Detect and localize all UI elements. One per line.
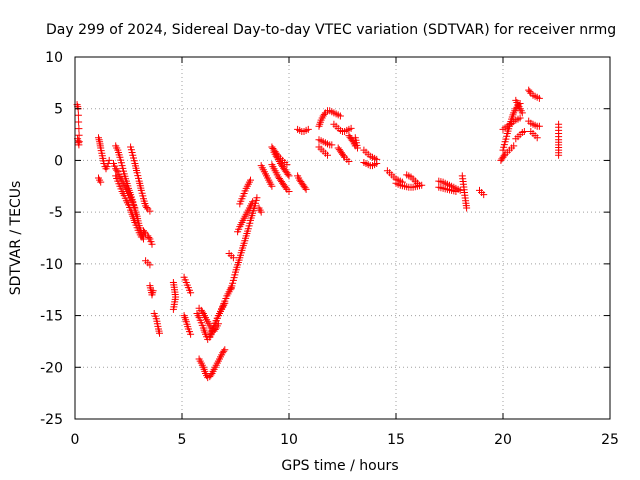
data-point bbox=[137, 233, 145, 241]
data-point bbox=[456, 186, 464, 194]
x-tick-label: 20 bbox=[494, 432, 512, 448]
data-point bbox=[273, 154, 281, 162]
data-point bbox=[198, 308, 206, 316]
data-point bbox=[284, 170, 292, 178]
data-point bbox=[75, 118, 83, 126]
y-tick-label: -20 bbox=[40, 360, 63, 376]
data-point bbox=[340, 152, 348, 160]
data-point bbox=[516, 114, 524, 122]
data-point bbox=[220, 347, 228, 355]
data-point bbox=[520, 128, 528, 135]
data-point bbox=[336, 112, 344, 120]
data-point bbox=[373, 160, 381, 167]
y-tick-label: -25 bbox=[40, 412, 63, 428]
data-point bbox=[500, 152, 508, 160]
data-point bbox=[247, 176, 254, 184]
y-tick-label: -15 bbox=[40, 309, 63, 325]
data-point bbox=[285, 188, 293, 195]
data-point bbox=[257, 208, 265, 216]
data-point bbox=[229, 254, 237, 262]
data-point bbox=[480, 191, 488, 199]
data-point bbox=[131, 204, 139, 212]
data-point bbox=[249, 198, 257, 206]
data-point bbox=[75, 125, 83, 133]
data-point bbox=[143, 204, 151, 211]
axis-ticks bbox=[74, 56, 611, 420]
y-axis-title: SDTVAR / TECUs bbox=[8, 181, 24, 296]
data-point bbox=[328, 141, 336, 149]
x-tick-label: 10 bbox=[280, 432, 298, 448]
data-point bbox=[285, 172, 293, 180]
grid-lines bbox=[75, 57, 610, 419]
data-point bbox=[518, 109, 526, 117]
data-point bbox=[97, 178, 105, 186]
data-point bbox=[526, 88, 534, 96]
x-axis-title: GPS time / hours bbox=[281, 458, 398, 474]
y-tick-label: 5 bbox=[54, 102, 63, 118]
data-point bbox=[304, 125, 312, 133]
data-point bbox=[146, 207, 154, 215]
data-point bbox=[145, 234, 153, 241]
data-point bbox=[149, 287, 157, 295]
data-point bbox=[282, 184, 290, 192]
data-point bbox=[75, 141, 83, 149]
data-point bbox=[146, 261, 154, 269]
data-point bbox=[148, 240, 156, 248]
plot-frame bbox=[74, 56, 611, 420]
data-point bbox=[320, 110, 328, 118]
data-point bbox=[268, 182, 276, 190]
data-point bbox=[253, 194, 261, 202]
data-point bbox=[324, 151, 331, 159]
data-point bbox=[345, 158, 353, 165]
data-point bbox=[535, 122, 543, 130]
data-point bbox=[169, 305, 177, 313]
x-tick-labels: 0 5 10 15 20 25 bbox=[71, 432, 619, 448]
data-point bbox=[103, 163, 111, 171]
data-point bbox=[354, 144, 361, 152]
data-point bbox=[510, 142, 518, 150]
y-tick-label: -5 bbox=[49, 205, 63, 221]
data-point bbox=[535, 94, 543, 102]
data-point bbox=[301, 184, 309, 192]
data-point bbox=[156, 329, 163, 337]
data-point bbox=[533, 134, 541, 142]
x-tick-label: 5 bbox=[178, 432, 187, 448]
x-tick-label: 25 bbox=[601, 432, 619, 448]
data-point bbox=[302, 185, 310, 193]
data-point bbox=[463, 204, 471, 212]
data-point bbox=[113, 166, 121, 174]
data-point bbox=[452, 188, 460, 195]
data-point bbox=[187, 289, 195, 297]
y-tick-label: 10 bbox=[45, 50, 63, 66]
chart-title: Day 299 of 2024, Sidereal Day-to-day VTE… bbox=[46, 22, 616, 38]
data-points bbox=[73, 86, 563, 382]
data-point bbox=[347, 124, 355, 132]
data-point bbox=[105, 156, 113, 164]
x-tick-label: 0 bbox=[71, 432, 80, 448]
data-point bbox=[141, 228, 149, 236]
y-tick-labels: 10 5 0 -5 -10 -15 -20 -25 bbox=[40, 50, 63, 428]
y-tick-label: 0 bbox=[54, 153, 63, 169]
x-tick-label: 15 bbox=[387, 432, 405, 448]
data-point bbox=[75, 131, 83, 139]
data-point bbox=[187, 330, 195, 338]
data-point bbox=[221, 346, 229, 354]
data-point bbox=[555, 151, 563, 159]
data-point bbox=[413, 179, 421, 187]
data-point bbox=[207, 371, 215, 379]
data-point bbox=[74, 111, 82, 119]
y-tick-label: -10 bbox=[40, 257, 63, 273]
